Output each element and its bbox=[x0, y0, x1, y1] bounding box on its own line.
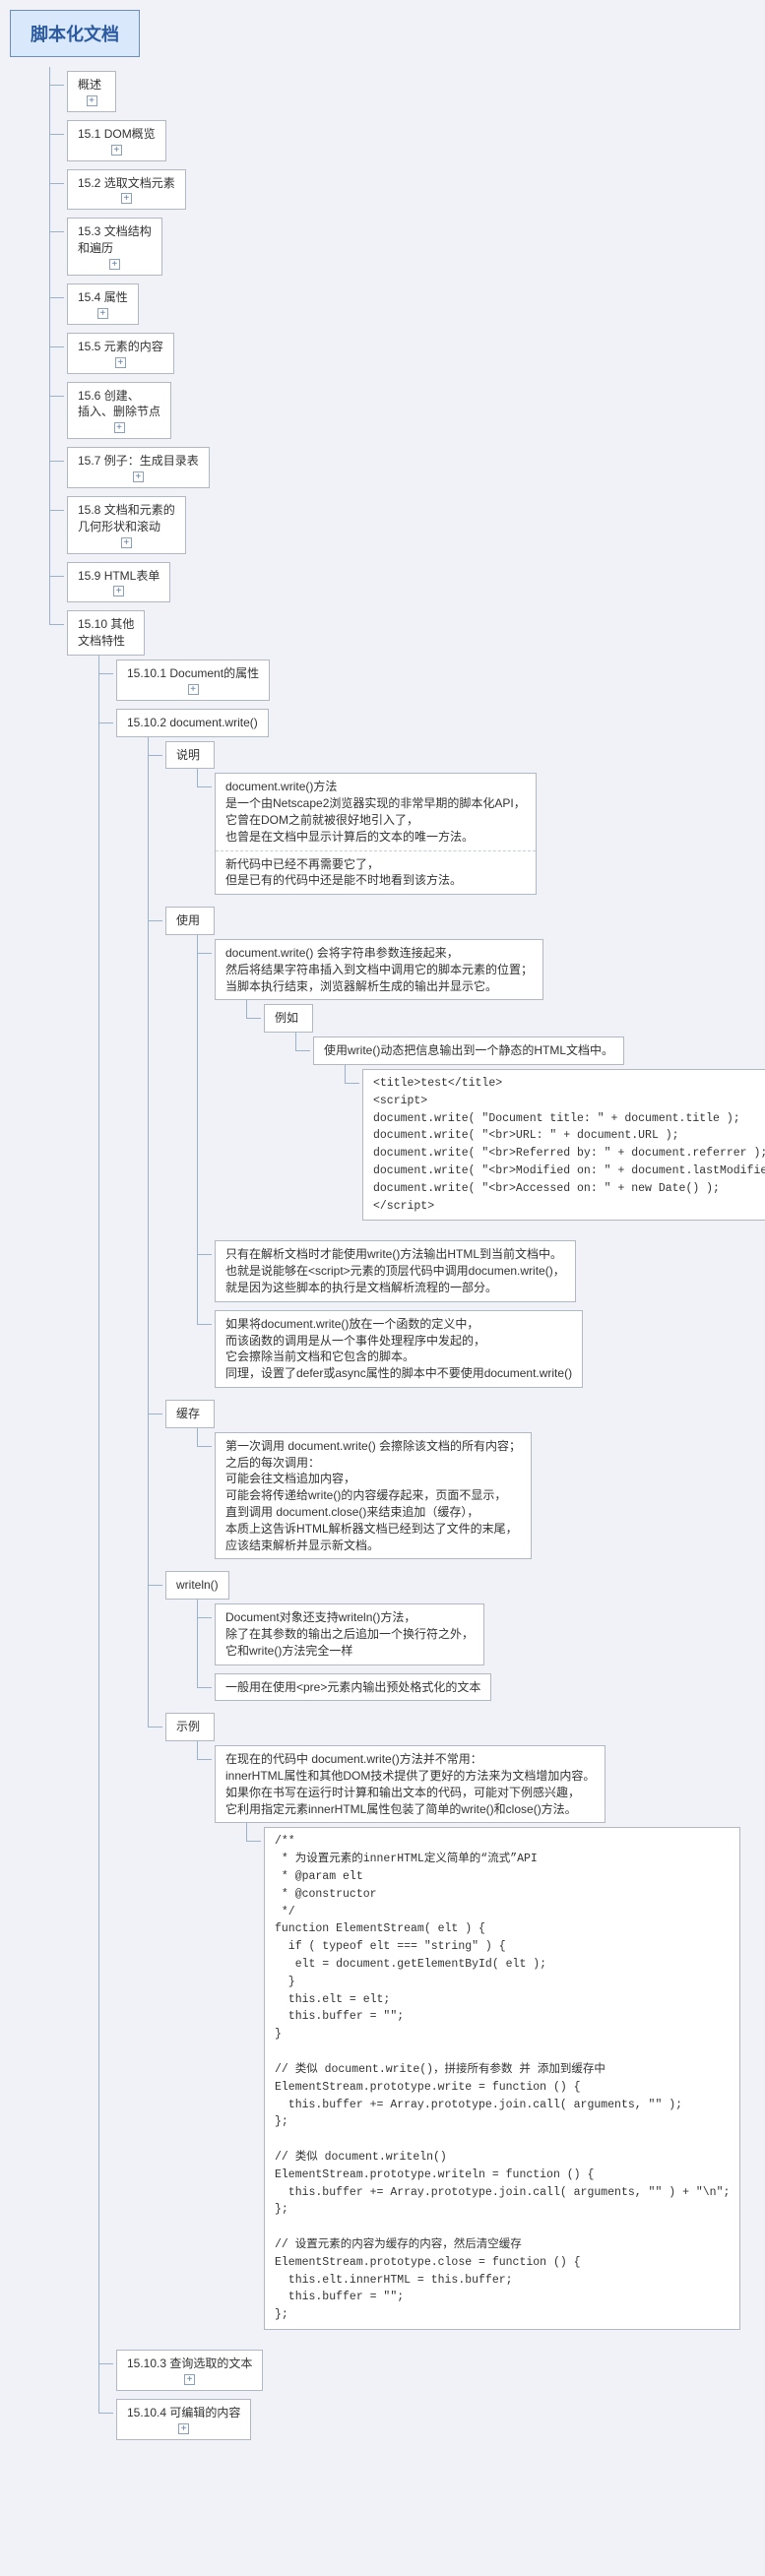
expand-icon[interactable]: + bbox=[184, 2374, 195, 2385]
node-overview[interactable]: 概述 + bbox=[67, 71, 116, 112]
node-writeln-body: Document对象还支持writeln()方法， 除了在其参数的输出之后追加一… bbox=[215, 1603, 484, 1665]
node-cache-body: 第一次调用 document.write() 会擦除该文档的所有内容； 之后的每… bbox=[215, 1432, 532, 1560]
node-sample-code: /** * 为设置元素的innerHTML定义简单的“流式”API * @par… bbox=[264, 1827, 740, 2330]
node-label: 15.10.4 可编辑的内容 bbox=[127, 2406, 240, 2419]
expand-icon[interactable]: + bbox=[178, 2423, 189, 2434]
node-label: 15.8 文档和元素的 几何形状和滚动 bbox=[78, 503, 175, 534]
node-label: 示例 bbox=[176, 1720, 200, 1733]
node-15-6[interactable]: 15.6 创建、 插入、删除节点 + bbox=[67, 382, 171, 440]
expand-icon[interactable]: + bbox=[111, 145, 122, 156]
expand-icon[interactable]: + bbox=[109, 259, 120, 270]
node-label: 15.1 DOM概览 bbox=[78, 127, 156, 141]
node-15-8[interactable]: 15.8 文档和元素的 几何形状和滚动 + bbox=[67, 496, 186, 554]
node-15-9[interactable]: 15.9 HTML表单 + bbox=[67, 562, 170, 603]
node-use-note1: 只有在解析文档时才能使用write()方法输出HTML到当前文档中。 也就是说能… bbox=[215, 1240, 576, 1301]
node-sample[interactable]: 示例 bbox=[165, 1713, 215, 1741]
node-15-1[interactable]: 15.1 DOM概览 + bbox=[67, 120, 166, 161]
node-label: 概述 bbox=[78, 78, 101, 92]
node-15-5[interactable]: 15.5 元素的内容 + bbox=[67, 333, 174, 374]
node-text: 使用write()动态把信息输出到一个静态的HTML文档中。 bbox=[324, 1043, 613, 1057]
node-explain-body: document.write()方法 是一个由Netscape2浏览器实现的非常… bbox=[215, 773, 537, 895]
node-writeln[interactable]: writeln() bbox=[165, 1571, 229, 1600]
node-label: 使用 bbox=[176, 913, 200, 927]
node-text: Document对象还支持writeln()方法， 除了在其参数的输出之后追加一… bbox=[225, 1610, 474, 1658]
expand-icon[interactable]: + bbox=[188, 684, 199, 695]
node-label: 15.10.3 查询选取的文本 bbox=[127, 2356, 252, 2370]
node-15-10-2[interactable]: 15.10.2 document.write() bbox=[116, 709, 269, 737]
node-15-7[interactable]: 15.7 例子：生成目录表 + bbox=[67, 447, 210, 488]
node-use[interactable]: 使用 bbox=[165, 907, 215, 935]
node-label: 15.2 选取文档元素 bbox=[78, 176, 175, 190]
node-label: 15.6 创建、 插入、删除节点 bbox=[78, 389, 160, 419]
node-label: 缓存 bbox=[176, 1407, 200, 1420]
expand-icon[interactable]: + bbox=[133, 471, 144, 482]
node-explain[interactable]: 说明 bbox=[165, 741, 215, 770]
node-text: 在现在的代码中 document.write()方法并不常用： innerHTM… bbox=[225, 1752, 595, 1815]
node-15-10-3[interactable]: 15.10.3 查询选取的文本 + bbox=[116, 2350, 263, 2391]
root-node: 脚本化文档 bbox=[10, 10, 140, 57]
node-text: document.write() 会将字符串参数连接起来， 然后将结果字符串插入… bbox=[225, 946, 533, 993]
node-label: 15.4 属性 bbox=[78, 290, 128, 304]
node-label: 例如 bbox=[275, 1011, 298, 1025]
node-15-4[interactable]: 15.4 属性 + bbox=[67, 283, 139, 325]
node-label: 15.10 其他 文档特性 bbox=[78, 617, 134, 648]
node-label: 15.3 文档结构 和遍历 bbox=[78, 224, 152, 255]
node-use-body: document.write() 会将字符串参数连接起来， 然后将结果字符串插入… bbox=[215, 939, 543, 1000]
node-example-label[interactable]: 例如 bbox=[264, 1004, 313, 1033]
node-text: 如果将document.write()放在一个函数的定义中， 而该函数的调用是从… bbox=[225, 1317, 572, 1380]
node-cache[interactable]: 缓存 bbox=[165, 1400, 215, 1428]
expand-icon[interactable]: + bbox=[115, 357, 126, 368]
mindmap-tree: 概述 + 15.1 DOM概览 + 15.2 选取文档元素 + 15.3 文档结构 和… bbox=[10, 67, 755, 2448]
node-example-intro: 使用write()动态把信息输出到一个静态的HTML文档中。 bbox=[313, 1037, 624, 1065]
expand-icon[interactable]: + bbox=[113, 586, 124, 597]
node-15-10-4[interactable]: 15.10.4 可编辑的内容 + bbox=[116, 2399, 251, 2440]
code-text: /** * 为设置元素的innerHTML定义简单的“流式”API * @par… bbox=[275, 1835, 730, 2321]
expand-icon[interactable]: + bbox=[121, 193, 132, 204]
node-writeln-extra: 一般用在使用<pre>元素内输出预处格式化的文本 bbox=[215, 1673, 491, 1702]
expand-icon[interactable]: + bbox=[97, 308, 108, 319]
node-15-3[interactable]: 15.3 文档结构 和遍历 + bbox=[67, 218, 162, 276]
node-15-2[interactable]: 15.2 选取文档元素 + bbox=[67, 169, 186, 211]
node-label: 15.10.1 Document的属性 bbox=[127, 666, 259, 680]
node-label: 15.7 例子：生成目录表 bbox=[78, 454, 199, 468]
node-text: 第一次调用 document.write() 会擦除该文档的所有内容； 之后的每… bbox=[225, 1439, 521, 1552]
node-text: 一般用在使用<pre>元素内输出预处格式化的文本 bbox=[225, 1680, 480, 1694]
node-15-10[interactable]: 15.10 其他 文档特性 bbox=[67, 610, 145, 656]
node-15-10-1[interactable]: 15.10.1 Document的属性 + bbox=[116, 660, 270, 701]
node-sample-intro: 在现在的代码中 document.write()方法并不常用： innerHTM… bbox=[215, 1745, 606, 1823]
node-text: 只有在解析文档时才能使用write()方法输出HTML到当前文档中。 也就是说能… bbox=[225, 1247, 565, 1294]
node-use-note2: 如果将document.write()放在一个函数的定义中， 而该函数的调用是从… bbox=[215, 1310, 583, 1388]
node-example-code: <title>test</title> <script> document.wr… bbox=[362, 1069, 765, 1222]
node-label: 说明 bbox=[176, 748, 200, 762]
node-label: writeln() bbox=[176, 1578, 219, 1592]
node-label: 15.10.2 document.write() bbox=[127, 716, 258, 729]
expand-icon[interactable]: + bbox=[87, 95, 97, 106]
expand-icon[interactable]: + bbox=[114, 422, 125, 433]
expand-icon[interactable]: + bbox=[121, 537, 132, 548]
node-label: 15.5 元素的内容 bbox=[78, 340, 163, 353]
node-text: document.write()方法 是一个由Netscape2浏览器实现的非常… bbox=[225, 779, 526, 889]
code-text: <title>test</title> <script> document.wr… bbox=[373, 1077, 765, 1213]
node-label: 15.9 HTML表单 bbox=[78, 569, 159, 583]
